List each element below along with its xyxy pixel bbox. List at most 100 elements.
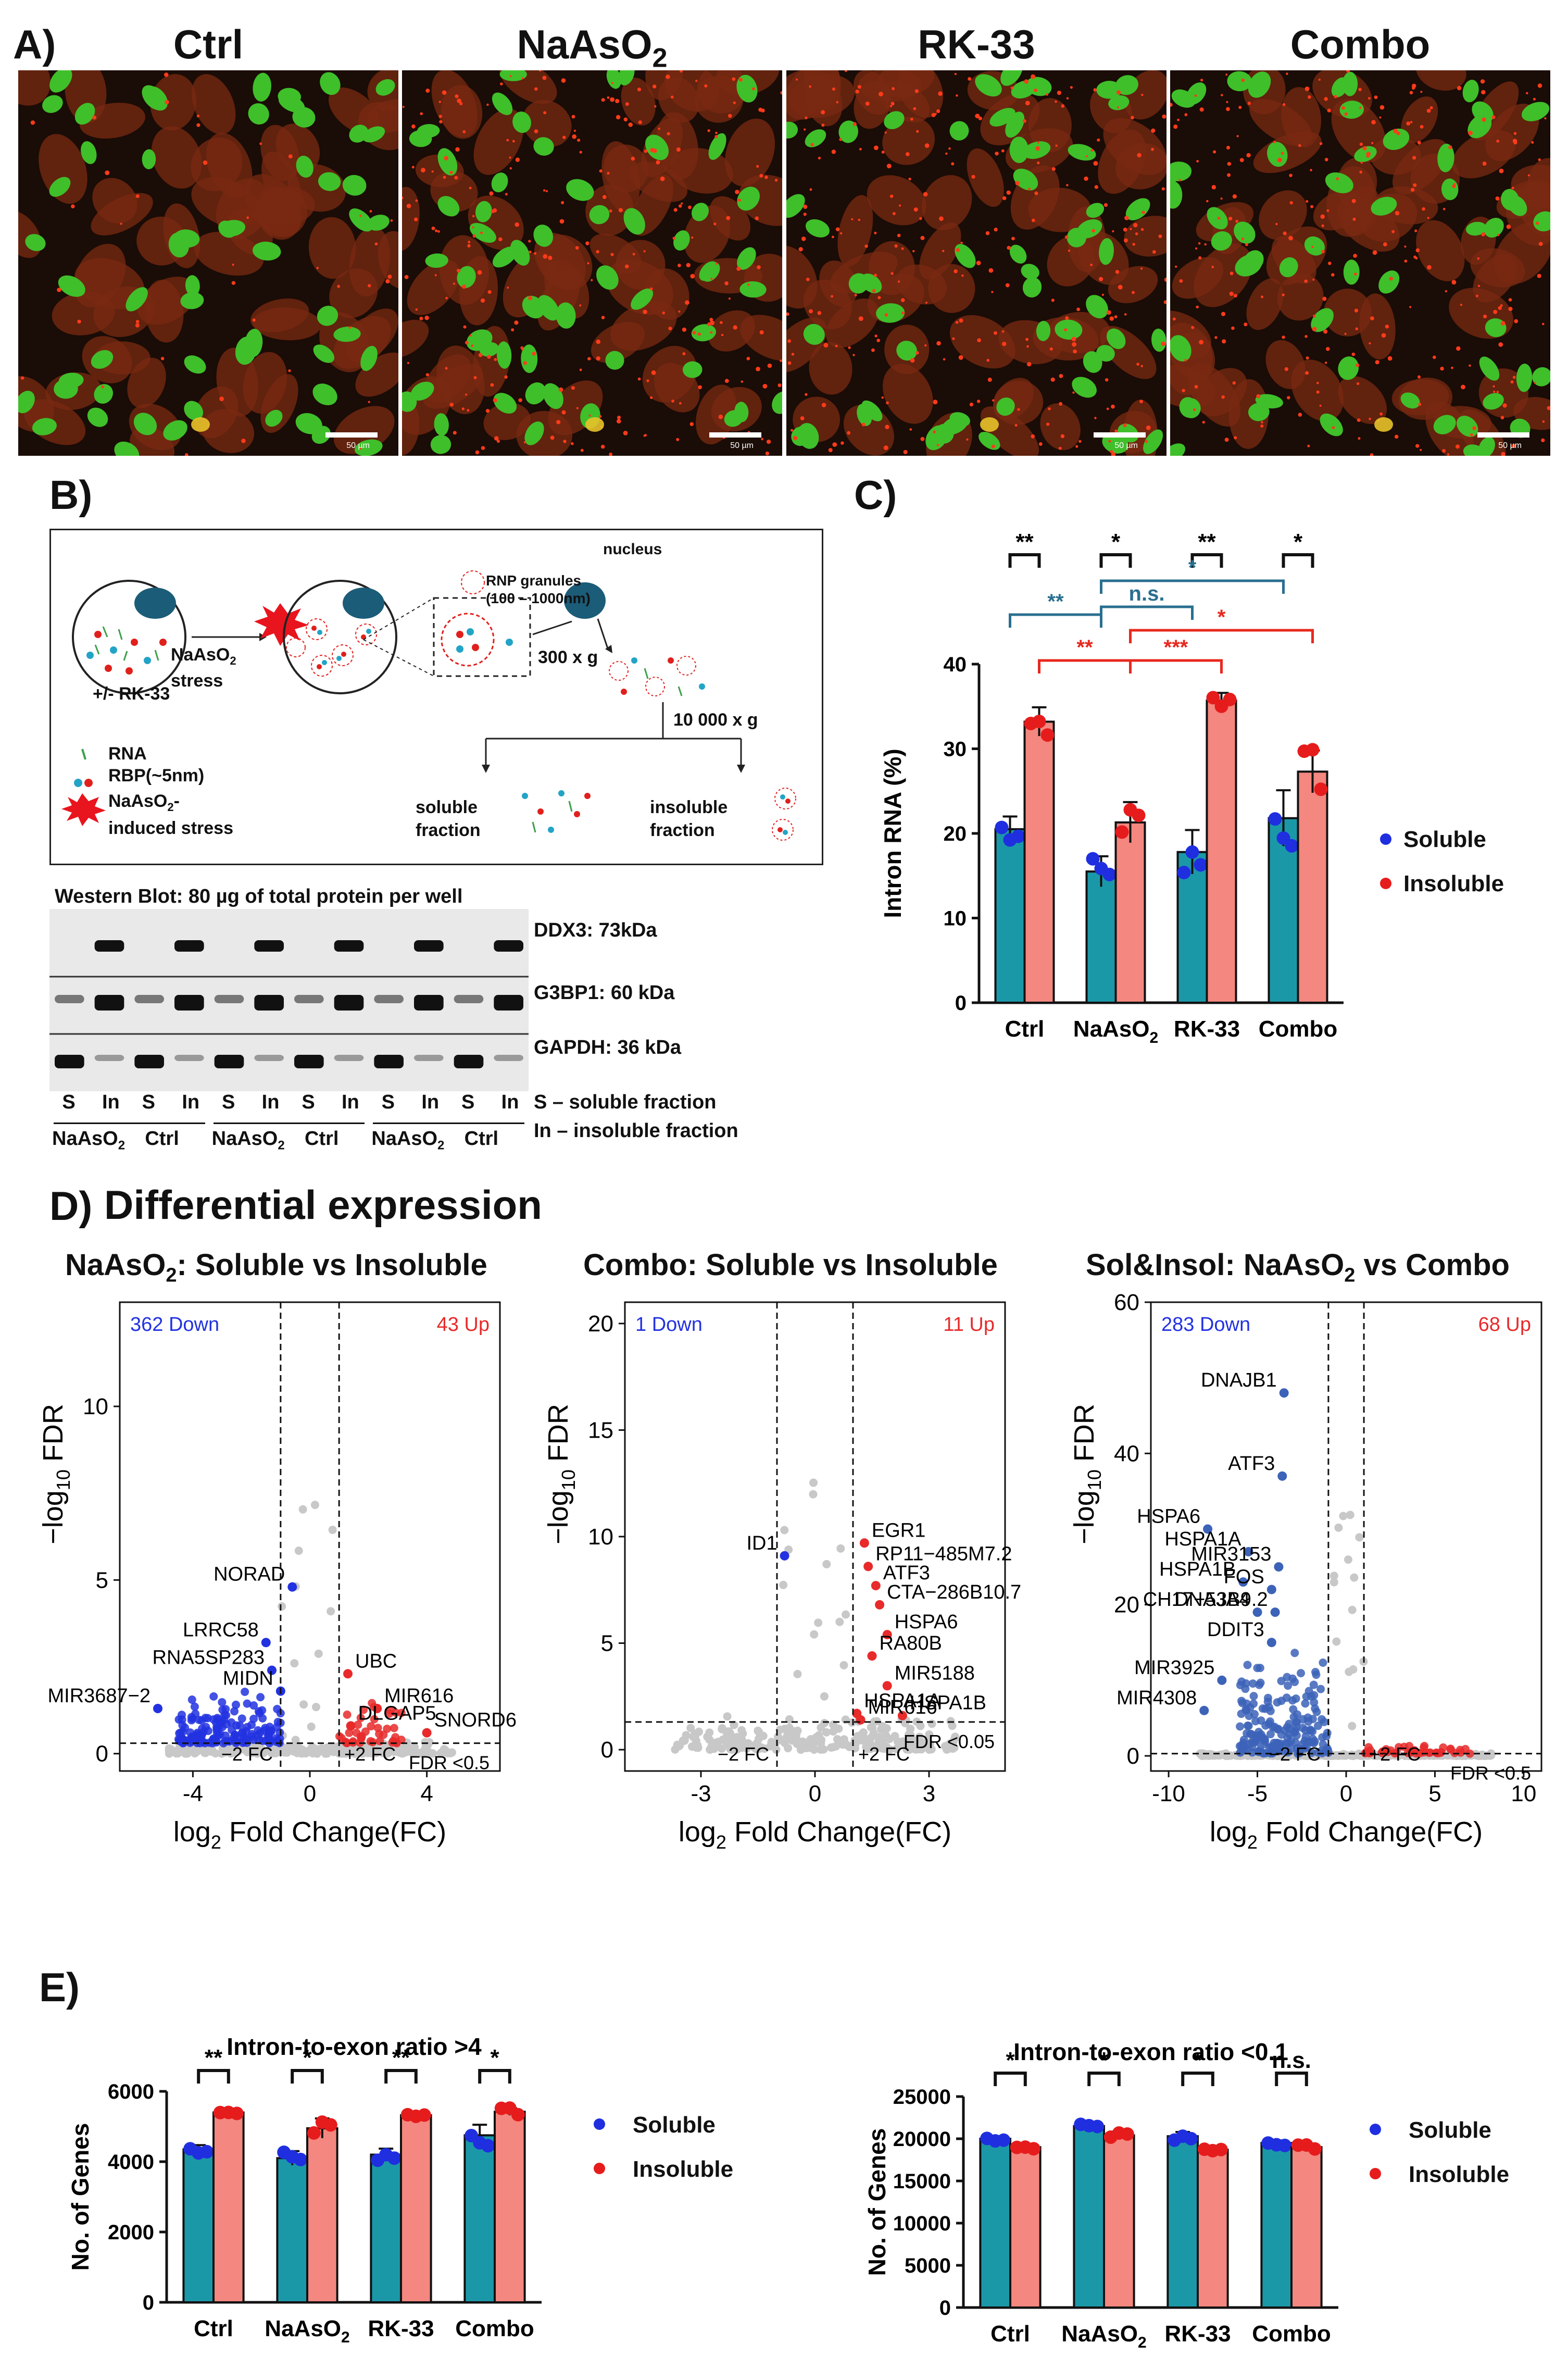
- down-gene-point: [1273, 1698, 1282, 1707]
- stress-granule-dot: [1538, 158, 1541, 161]
- stress-granule-dot: [682, 327, 687, 332]
- stress-granule-dot: [666, 74, 670, 79]
- stress-granule-dot: [839, 232, 843, 235]
- cell-nucleus: [1170, 443, 1186, 456]
- x-tick-label: -5: [1247, 1781, 1268, 1806]
- sig-label: *: [1294, 529, 1303, 555]
- stress-granule-dot: [1289, 201, 1293, 205]
- stress-granule-dot: [1304, 279, 1308, 283]
- sig-bracket: [1192, 553, 1223, 568]
- cell-nucleus: [645, 134, 669, 160]
- stress-granule-dot: [908, 178, 911, 181]
- down-gene-point: [1301, 1699, 1310, 1708]
- gene-point: [341, 1749, 350, 1758]
- cell-cytoplasm: [150, 74, 197, 131]
- stress-granule-dot: [646, 379, 649, 382]
- stress-granule-dot: [919, 217, 922, 220]
- gene-point: [296, 1748, 305, 1757]
- micrograph-rk33: 50 µm: [786, 70, 1166, 456]
- replicate-dot: [1206, 691, 1220, 705]
- lane-group-underline: [54, 1123, 205, 1124]
- legend-insoluble: Insoluble: [1409, 2162, 1510, 2187]
- up-gene-point: [1395, 1743, 1403, 1752]
- cell-nucleus: [566, 179, 594, 201]
- cell-nucleus: [619, 70, 635, 85]
- stress-granule-dot: [1360, 161, 1363, 164]
- y-tick-label: 60: [1114, 1290, 1139, 1315]
- stress-granule-dot: [628, 122, 633, 127]
- lane-label: In: [421, 1091, 440, 1113]
- micro-title-rk33: RK-33: [918, 21, 1035, 67]
- labeled-gene-point: [882, 1681, 892, 1691]
- stress-granule-dot: [514, 320, 519, 325]
- down-gene-point: [1239, 1745, 1248, 1754]
- g3bp1-band: [214, 995, 244, 1003]
- cell-nucleus: [320, 72, 341, 95]
- stress-granule-dot: [1005, 283, 1010, 288]
- stress-granule-dot: [404, 275, 409, 279]
- stress-granule-dot: [1533, 97, 1536, 101]
- stress-granule-dot: [625, 264, 629, 269]
- stress-granule-dot: [135, 194, 140, 198]
- cell-nucleus: [934, 423, 954, 444]
- stress-granule-dot: [515, 157, 520, 162]
- gene-point: [201, 1747, 210, 1755]
- stress-granule-dot: [387, 275, 392, 279]
- cell-nucleus: [318, 172, 341, 191]
- sig-bracket: [1275, 2072, 1307, 2086]
- cell-nucleus: [1378, 270, 1400, 294]
- stress-granule-dot: [1359, 170, 1362, 174]
- up-count: 11 Up: [943, 1314, 995, 1336]
- cell-nucleus: [457, 266, 476, 288]
- sig-bracket: [1276, 2072, 1308, 2086]
- chart-e1-legend: Soluble Insoluble: [588, 2112, 755, 2185]
- stress-granule-dot: [498, 237, 503, 242]
- cell-cytoplasm: [431, 70, 478, 138]
- stress-granule-dot: [506, 139, 509, 142]
- stress-granule-dot: [1369, 417, 1371, 420]
- cell-cytoplasm: [738, 174, 782, 226]
- stress-granule-dot: [766, 439, 771, 444]
- gene-point: [917, 1744, 926, 1753]
- stress-granule-dot: [579, 368, 582, 371]
- stress-granule-dot: [1457, 85, 1462, 91]
- gene-label: NORAD: [214, 1564, 285, 1586]
- cell-nucleus: [1248, 71, 1271, 98]
- stress-granule-dot: [920, 235, 925, 240]
- stress-granule-dot: [638, 120, 642, 124]
- stress-granule-dot: [805, 393, 808, 396]
- cell-nucleus: [91, 350, 114, 369]
- sig-bracket: [292, 2069, 324, 2084]
- gene-point: [809, 1478, 818, 1487]
- cell-nucleus: [1234, 221, 1256, 244]
- stress-granule-dot: [1193, 408, 1196, 411]
- y-tick-label: 10000: [893, 2212, 951, 2235]
- sig-label: *: [1193, 2048, 1202, 2073]
- stress-granule-dot: [1145, 440, 1148, 443]
- stress-granule-dot: [1092, 229, 1095, 233]
- stress-granule-dot: [1031, 74, 1036, 79]
- cell-nucleus: [1013, 168, 1038, 191]
- stress-granule-dot: [475, 450, 480, 455]
- stress-granule-dot: [1055, 144, 1058, 147]
- stress-granule-dot: [654, 105, 657, 108]
- cell-nucleus: [673, 230, 690, 251]
- stress-granule-dot: [1239, 158, 1244, 163]
- stress-granule-dot: [1001, 149, 1005, 153]
- cell-nucleus: [1338, 356, 1359, 380]
- stress-granule-dot: [457, 269, 461, 273]
- stress-granule-dot: [912, 250, 915, 253]
- cell-cytoplasm: [610, 301, 677, 351]
- stress-granule-dot: [1513, 141, 1517, 145]
- gene-point: [827, 1743, 836, 1752]
- stress-granule-dot: [1282, 293, 1285, 296]
- down-gene-point: [253, 1731, 262, 1740]
- stress-granule-dot: [851, 218, 854, 220]
- stress-granule-dot: [369, 210, 372, 213]
- down-gene-point: [1310, 1737, 1319, 1745]
- stress-granule-dot: [449, 171, 453, 174]
- stress-granule-dot: [1217, 217, 1221, 220]
- stress-granule-dot: [1046, 422, 1050, 426]
- stress-granule-dot: [1322, 296, 1327, 301]
- replicate-dot: [1185, 845, 1199, 859]
